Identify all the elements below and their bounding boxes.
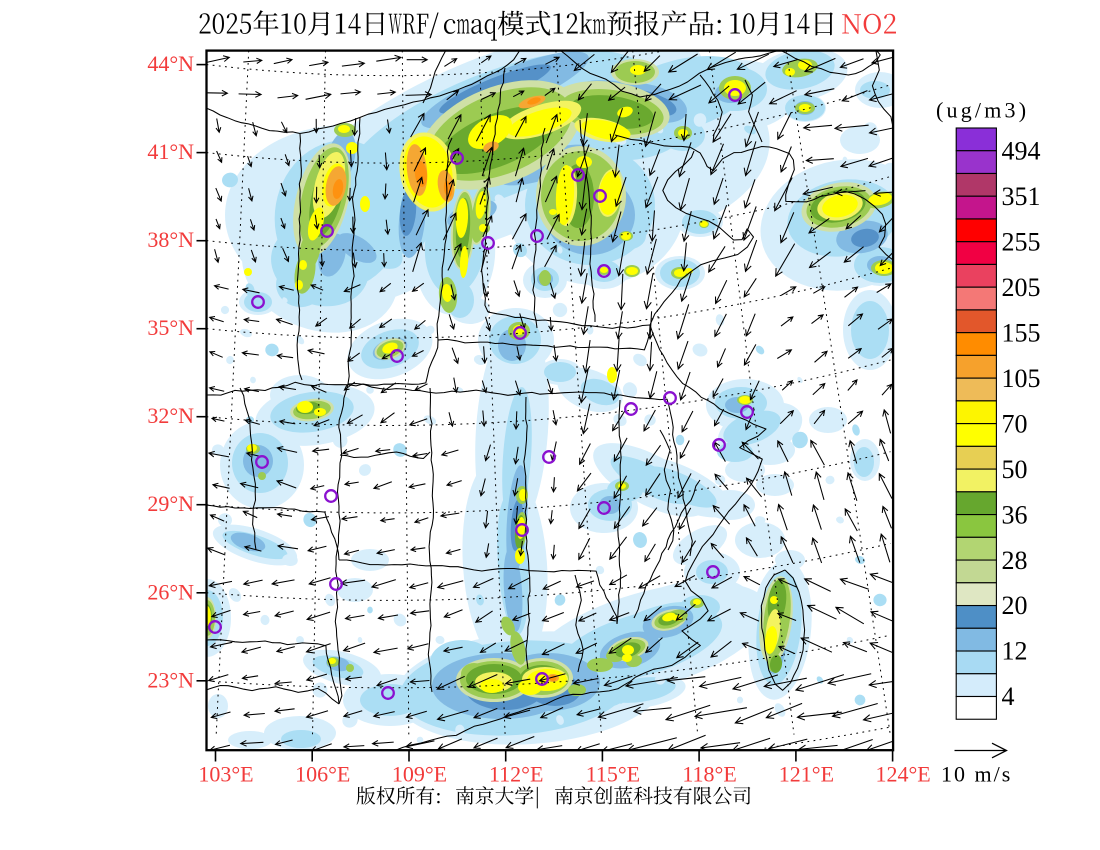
svg-text:155: 155 — [1002, 318, 1041, 347]
svg-text:12: 12 — [1002, 637, 1028, 666]
svg-text:115°E: 115°E — [586, 762, 640, 787]
svg-text:121°E: 121°E — [779, 762, 834, 787]
svg-text:205: 205 — [1002, 273, 1041, 302]
svg-text:44°N: 44°N — [147, 51, 194, 76]
svg-text:4: 4 — [1002, 682, 1015, 711]
svg-text:23°N: 23°N — [147, 667, 194, 692]
svg-text:112°E: 112°E — [489, 762, 543, 787]
svg-text:351: 351 — [1002, 182, 1041, 211]
svg-text:255: 255 — [1002, 227, 1041, 256]
svg-text:38°N: 38°N — [147, 227, 194, 252]
svg-text:494: 494 — [1002, 136, 1041, 165]
svg-text:35°N: 35°N — [147, 315, 194, 340]
svg-text:20: 20 — [1002, 591, 1028, 620]
svg-text:10 m/s: 10 m/s — [941, 762, 1012, 787]
svg-text:50: 50 — [1002, 455, 1028, 484]
svg-text:29°N: 29°N — [147, 491, 194, 516]
svg-text:124°E: 124°E — [875, 762, 930, 787]
svg-text:103°E: 103°E — [198, 762, 253, 787]
svg-text:26°N: 26°N — [147, 579, 194, 604]
svg-text:41°N: 41°N — [147, 139, 194, 164]
svg-text:118°E: 118°E — [682, 762, 736, 787]
svg-text:105: 105 — [1002, 364, 1041, 393]
svg-text:70: 70 — [1002, 409, 1028, 438]
svg-text:(ug/m3): (ug/m3) — [936, 98, 1029, 123]
svg-text:32°N: 32°N — [147, 403, 194, 428]
svg-text:109°E: 109°E — [392, 762, 447, 787]
svg-text:106°E: 106°E — [295, 762, 350, 787]
svg-text:28: 28 — [1002, 546, 1028, 575]
svg-text:36: 36 — [1002, 500, 1028, 529]
